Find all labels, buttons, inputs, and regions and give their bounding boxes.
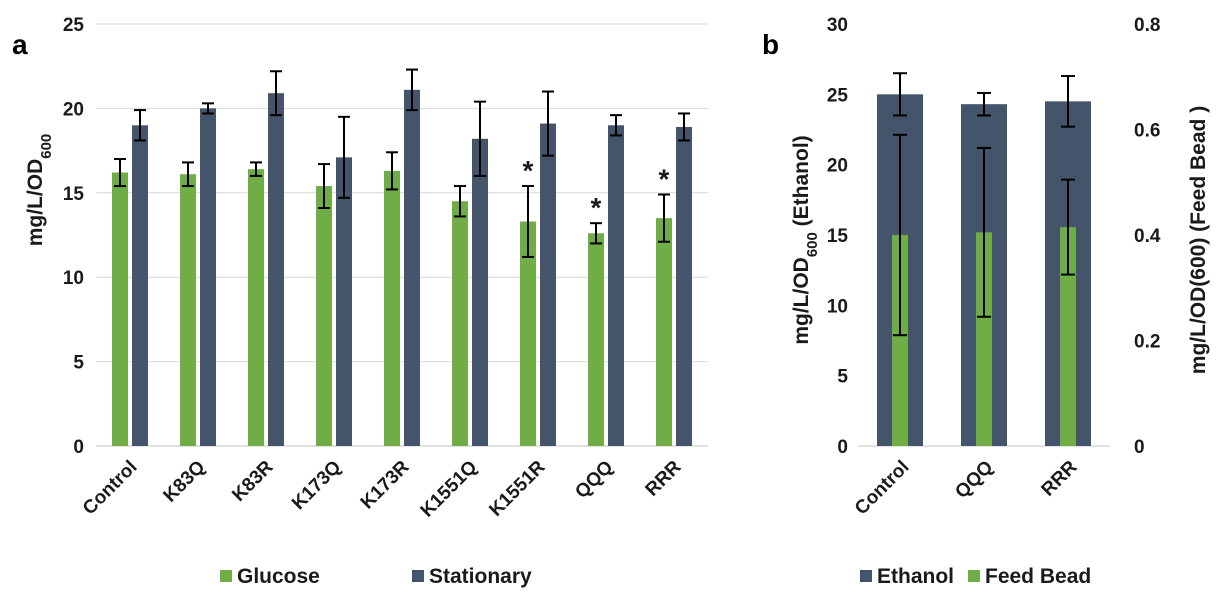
y-axis-label-a: mg/L/OD600 <box>24 134 55 247</box>
x-tick-label: K83Q <box>160 457 210 507</box>
y-tick-label: 25 <box>63 15 85 36</box>
legend-a: Glucose Stationary <box>220 565 532 588</box>
y-tick-label: 0 <box>73 437 84 458</box>
x-tick-label: K1551Q <box>417 457 482 522</box>
y-tick-label-right: 0.4 <box>1134 226 1161 247</box>
chart-panel-a: a mg/L/OD600 0 5 10 15 20 25 * * * Control K83Q K… <box>12 15 708 588</box>
bar-stationary <box>268 93 284 446</box>
bar-glucose <box>316 186 332 446</box>
y-tick-label-left: 5 <box>837 367 848 388</box>
significance-mark: * <box>591 192 602 223</box>
y-tick-label: 15 <box>63 184 85 205</box>
bar-glucose <box>180 174 196 446</box>
y-tick-label: 5 <box>73 353 84 374</box>
x-tick-label: Control <box>851 457 914 520</box>
y-tick-label-left: 15 <box>827 226 849 247</box>
legend-swatch <box>860 570 872 582</box>
bar-glucose <box>588 233 604 446</box>
bar-glucose <box>112 172 128 446</box>
y-tick-label: 10 <box>63 268 84 289</box>
bar-stationary <box>132 125 148 446</box>
bar-feed-bead <box>976 232 992 446</box>
legend-label: Glucose <box>237 565 320 588</box>
x-tick-label: K173Q <box>288 457 345 514</box>
bar-glucose <box>452 201 468 446</box>
bar-stationary <box>608 125 624 446</box>
bar-stationary <box>540 123 556 446</box>
legend-label: Feed Bead <box>985 565 1091 588</box>
y-tick-label-left: 10 <box>827 296 848 317</box>
y-axis-label-right-b: mg/L/OD(600) (Feed Bead ) <box>1187 106 1210 374</box>
legend-label: Ethanol <box>877 565 954 588</box>
x-tick-label: K173R <box>357 456 414 513</box>
panel-label-b: b <box>762 29 779 60</box>
bar-feed-bead <box>892 235 908 446</box>
bar-stationary <box>676 126 692 446</box>
bar-glucose <box>248 169 264 446</box>
bar-stationary <box>472 138 488 446</box>
chart-panel-b: b mg/L/OD600 (Ethanol) mg/L/OD(600) (Fee… <box>762 15 1210 588</box>
y-tick-label-left: 20 <box>827 156 848 177</box>
legend-b: Ethanol Feed Bead <box>860 565 1091 588</box>
bar-glucose <box>384 170 400 446</box>
x-tick-label: K83R <box>228 456 277 505</box>
legend-label: Stationary <box>429 565 532 588</box>
y-tick-label-right: 0.2 <box>1134 332 1160 353</box>
significance-mark: * <box>523 155 534 186</box>
significance-mark: * <box>659 163 670 194</box>
y-tick-label-left: 30 <box>827 15 848 36</box>
y-axis-label-left-b: mg/L/OD600 (Ethanol) <box>790 135 821 344</box>
x-tick-label: RRR <box>1038 456 1082 500</box>
x-tick-label: QQQ <box>951 457 997 503</box>
bar-glucose <box>520 221 536 446</box>
y-tick-label: 20 <box>63 99 84 120</box>
bar-glucose <box>656 218 672 446</box>
bar-stationary <box>336 157 352 447</box>
x-tick-label: Control <box>79 457 142 520</box>
legend-swatch <box>220 570 232 582</box>
x-tick-label: QQQ <box>571 457 617 503</box>
bar-stationary <box>404 89 420 446</box>
y-tick-label-right: 0.6 <box>1134 121 1160 142</box>
bar-stationary <box>200 108 216 447</box>
panel-label-a: a <box>12 29 28 60</box>
legend-swatch <box>412 570 424 582</box>
y-tick-label-left: 0 <box>837 437 848 458</box>
y-tick-label-right: 0 <box>1134 437 1145 458</box>
x-tick-label: K1551R <box>485 456 549 520</box>
y-tick-label-right: 0.8 <box>1134 15 1160 36</box>
y-tick-label-left: 25 <box>827 85 849 106</box>
legend-swatch <box>968 570 980 582</box>
bar-feed-bead <box>1060 227 1076 446</box>
x-tick-label: RRR <box>642 456 686 500</box>
